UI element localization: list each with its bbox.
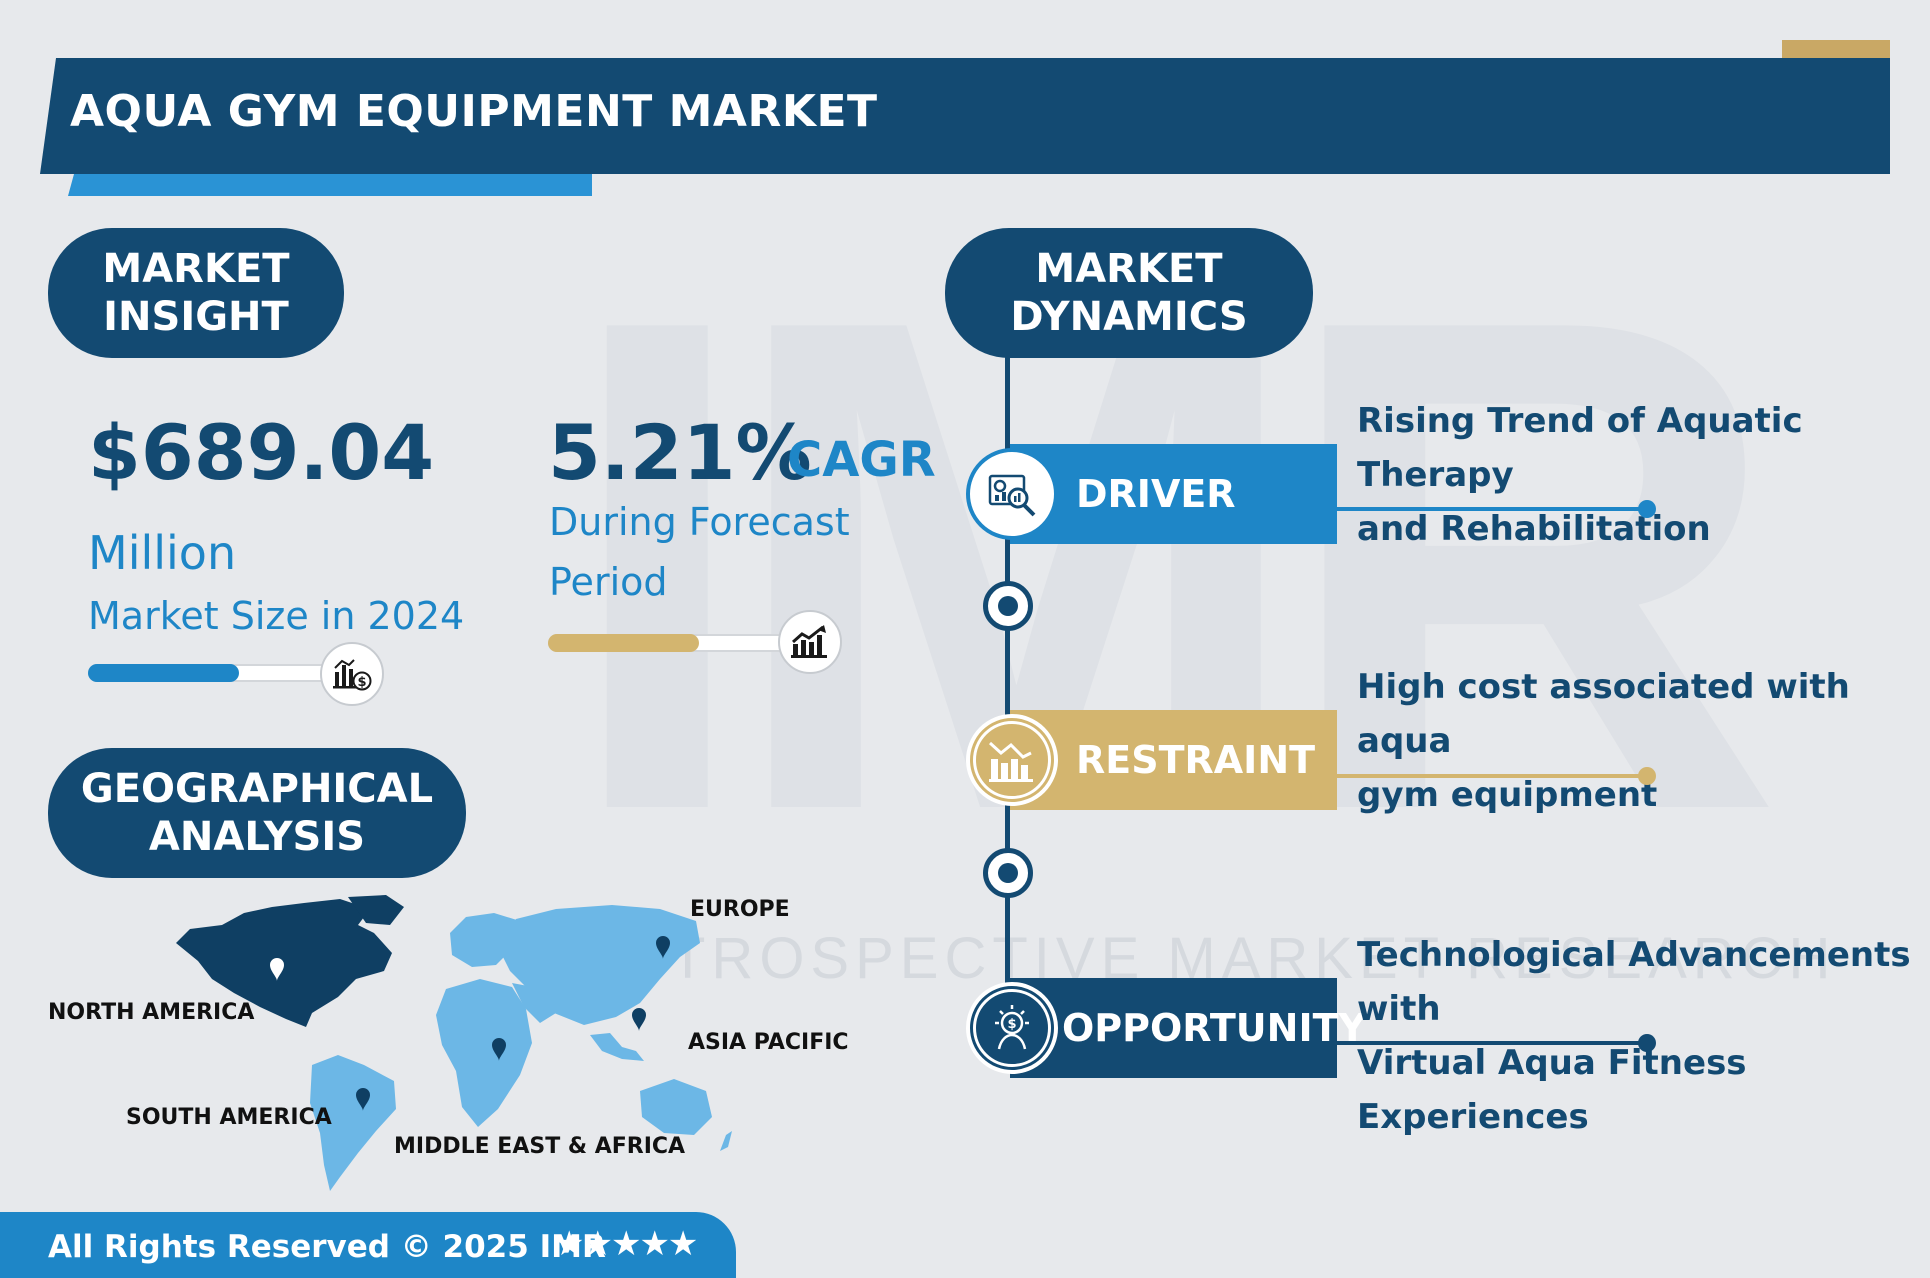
region-asia-pacific: ASIA PACIFIC (688, 1030, 849, 1055)
driver-description: Rising Trend of Aquatic Therapy and Reha… (1357, 394, 1917, 556)
map-north-america (176, 899, 392, 1027)
declining-chart-icon (966, 714, 1058, 806)
market-dynamics-heading-line1: MARKET (1035, 246, 1223, 292)
footer-bar (0, 1212, 736, 1278)
market-size-caption: Market Size in 2024 (88, 594, 465, 638)
market-size-progress-fill (88, 664, 239, 682)
region-north-america: NORTH AMERICA (48, 1000, 255, 1025)
pin-south-america (356, 1088, 370, 1111)
region-europe: EUROPE (690, 897, 790, 922)
restraint-label: RESTRAINT (1076, 738, 1316, 782)
map-africa (436, 979, 532, 1127)
map-greenland (348, 895, 404, 925)
opportunity-bar: OPPORTUNITY (1010, 978, 1366, 1078)
opportunity-label: OPPORTUNITY (1062, 1006, 1367, 1050)
timeline-line (1005, 356, 1010, 1016)
cagr-caption-line2: Period (549, 560, 668, 604)
opportunity-text-line2: Virtual Aqua Fitness Experiences (1357, 1043, 1747, 1137)
page-title: AQUA GYM EQUIPMENT MARKET (70, 86, 878, 137)
pin-europe (656, 936, 670, 959)
map-asia (500, 905, 700, 1025)
opportunity-description: Technological Advancements with Virtual … (1357, 928, 1917, 1144)
region-middle-east-africa: MIDDLE EAST & AFRICA (394, 1134, 686, 1159)
driver-bar: DRIVER (1010, 444, 1337, 544)
map-southeast-asia (590, 1033, 644, 1061)
cagr-caption-line1: During Forecast (549, 500, 850, 544)
geographical-heading-line2: ANALYSIS (148, 814, 366, 860)
rating-stars: ★★★★★ (554, 1224, 698, 1264)
market-dynamics-heading-line2: DYNAMICS (1010, 294, 1248, 340)
pin-north-america (270, 958, 284, 981)
title-bar (40, 58, 1890, 174)
restraint-bar: RESTRAINT (1010, 710, 1337, 810)
timeline-node (983, 848, 1033, 898)
svg-text:$: $ (357, 675, 366, 690)
market-size-unit: Million (88, 526, 237, 580)
market-insight-heading-line2: INSIGHT (103, 294, 289, 340)
map-europe (450, 913, 532, 967)
opportunity-text-line1: Technological Advancements with (1357, 935, 1911, 1029)
map-south-america (310, 1055, 396, 1191)
region-south-america: SOUTH AMERICA (126, 1105, 332, 1130)
restraint-description: High cost associated with aqua gym equip… (1357, 660, 1917, 822)
pin-middle-east-africa (492, 1038, 506, 1061)
opportunity-connector (1337, 1041, 1645, 1045)
timeline-node (983, 581, 1033, 631)
cagr-value: 5.21% (548, 408, 812, 497)
analytics-magnifier-icon (966, 448, 1058, 540)
restraint-connector (1337, 774, 1645, 778)
restraint-text-line1: High cost associated with aqua (1357, 667, 1850, 761)
idea-dollar-icon: $ (966, 982, 1058, 1074)
restraint-connector-dot (1638, 767, 1656, 785)
driver-text-line1: Rising Trend of Aquatic Therapy (1357, 401, 1803, 495)
svg-text:$: $ (1007, 1017, 1016, 1032)
map-australia (640, 1079, 712, 1135)
title-accent-gold (1782, 40, 1890, 60)
footer-copyright: All Rights Reserved © 2025 IMR (48, 1229, 606, 1265)
world-map (176, 895, 732, 1191)
geographical-heading-line1: GEOGRAPHICAL (80, 766, 434, 812)
opportunity-connector-dot (1638, 1034, 1656, 1052)
map-middle-east (512, 983, 556, 1023)
cagr-progress-fill (548, 634, 699, 652)
trend-chart-icon (778, 610, 842, 674)
driver-label: DRIVER (1076, 472, 1236, 516)
driver-connector-dot (1638, 500, 1656, 518)
market-insight-heading-line1: MARKET (102, 246, 290, 292)
market-insight-heading: MARKET INSIGHT (48, 228, 344, 358)
cagr-label: CAGR (787, 432, 936, 488)
geographical-analysis-heading: GEOGRAPHICAL ANALYSIS (48, 748, 466, 878)
driver-connector (1337, 507, 1645, 511)
market-dynamics-heading: MARKET DYNAMICS (945, 228, 1313, 358)
title-accent-blue (68, 174, 592, 196)
bar-chart-dollar-icon: $ (320, 642, 384, 706)
restraint-text-line2: gym equipment (1357, 775, 1658, 815)
pin-asia-pacific (632, 1008, 646, 1031)
market-size-value: $689.04 (88, 408, 435, 497)
